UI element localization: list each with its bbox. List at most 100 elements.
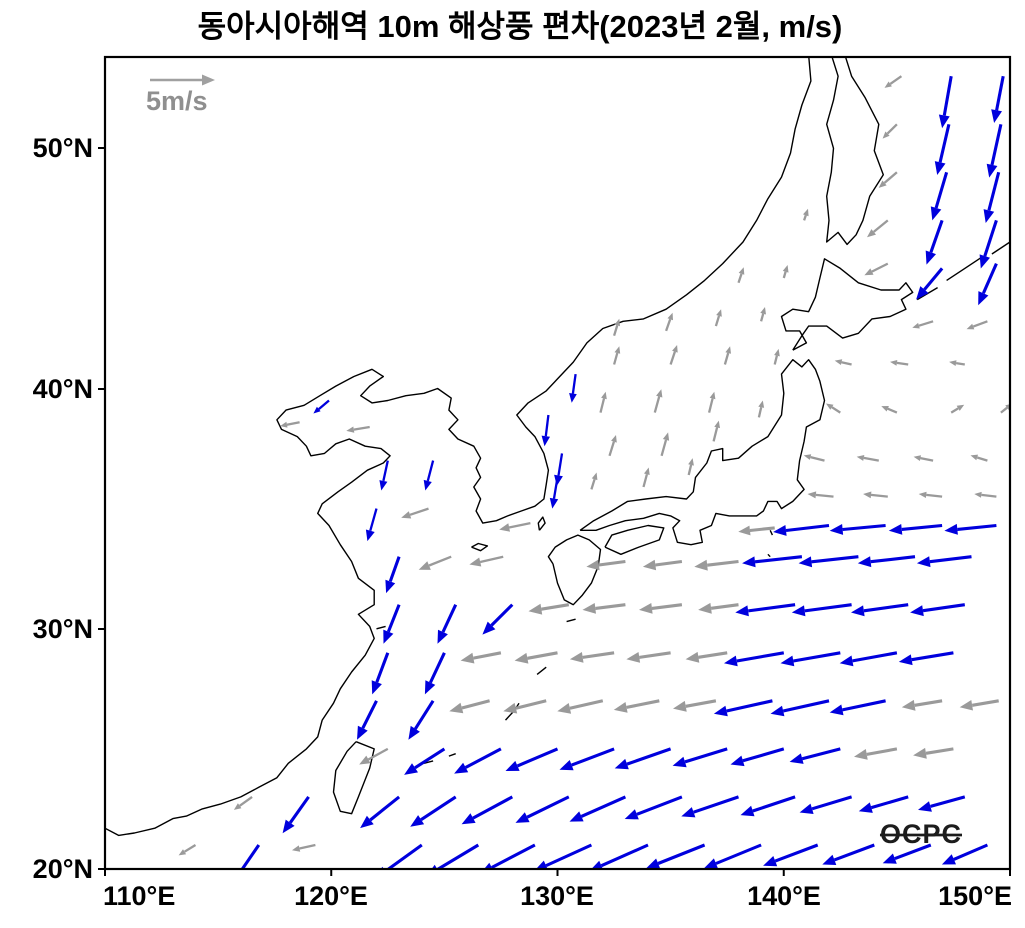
wind-vector-shaft bbox=[714, 315, 721, 327]
wind-vector-shaft bbox=[870, 795, 909, 810]
wind-vector-head bbox=[454, 762, 469, 774]
wind-vector-head bbox=[959, 700, 973, 711]
wind-vector-shaft bbox=[569, 699, 604, 710]
wind-vector-head bbox=[385, 579, 396, 594]
wind-vector-head bbox=[901, 699, 916, 711]
wind-vector-head bbox=[839, 655, 854, 667]
wind-vector-shaft bbox=[901, 523, 943, 531]
wind-vector-shaft bbox=[491, 843, 536, 869]
wind-vector-head bbox=[505, 760, 520, 771]
wind-vector-shaft bbox=[541, 603, 570, 611]
wind-vector-head bbox=[856, 455, 865, 461]
wind-vector-head bbox=[698, 602, 712, 614]
wind-vector-head bbox=[569, 811, 584, 822]
wind-vector-head bbox=[912, 322, 920, 329]
wind-vector-shaft bbox=[707, 398, 714, 413]
wind-vector-shaft bbox=[636, 795, 683, 816]
wind-vector-shaft bbox=[923, 267, 944, 291]
wind-vector-head bbox=[798, 556, 813, 568]
wind-vector-shaft bbox=[545, 843, 593, 868]
wind-vector-head bbox=[803, 208, 809, 217]
wind-vector-head bbox=[979, 254, 990, 269]
wind-vector-shaft bbox=[801, 747, 841, 761]
wind-vector-shaft bbox=[612, 325, 619, 337]
plot-border bbox=[103, 55, 1012, 871]
wind-vector-head bbox=[884, 81, 892, 88]
wind-vector-head bbox=[313, 406, 321, 414]
wind-vector-head bbox=[667, 312, 673, 321]
wind-vector-shaft bbox=[894, 843, 932, 861]
wind-vector-shaft bbox=[490, 603, 514, 627]
wind-vector-shaft bbox=[737, 273, 743, 284]
wind-vector-shaft bbox=[759, 313, 765, 322]
wind-vector-head bbox=[735, 605, 749, 617]
wind-vector-shaft bbox=[479, 555, 504, 564]
wind-vector-shaft bbox=[957, 523, 997, 531]
wind-vector-head bbox=[857, 556, 872, 568]
wind-vector-head bbox=[626, 652, 641, 663]
wind-vector-shaft bbox=[922, 603, 966, 613]
wind-vector-head bbox=[851, 605, 865, 617]
wind-vector-shaft bbox=[782, 699, 830, 713]
wind-vector-head bbox=[365, 529, 375, 542]
wind-vector-shaft bbox=[712, 427, 719, 442]
wind-vector-head bbox=[782, 265, 789, 273]
wind-vector-head bbox=[986, 163, 998, 178]
coastline bbox=[579, 359, 826, 546]
wind-vector-head bbox=[685, 651, 700, 663]
wind-vector-head bbox=[614, 318, 620, 327]
wind-vector-shaft bbox=[693, 795, 739, 814]
wind-vector-shaft bbox=[464, 747, 502, 769]
x-tick-150E: 150°E bbox=[938, 881, 1012, 911]
wind-vector-shaft bbox=[863, 603, 909, 613]
wind-vector-head bbox=[930, 206, 942, 221]
coastline bbox=[769, 530, 774, 536]
wind-vector-shaft bbox=[590, 478, 596, 490]
wind-vector-shaft bbox=[950, 407, 959, 414]
wind-vector-head bbox=[716, 309, 722, 317]
wind-vector-shaft bbox=[441, 604, 458, 633]
wind-vector-head bbox=[646, 858, 661, 869]
wind-vector-head bbox=[614, 346, 621, 354]
wind-vector-head bbox=[789, 753, 804, 764]
wind-vector-shaft bbox=[361, 700, 378, 729]
wind-vector-head bbox=[1005, 404, 1010, 411]
wind-vector-shaft bbox=[639, 651, 671, 659]
wind-vector-shaft bbox=[810, 455, 825, 462]
wind-vector-head bbox=[738, 267, 745, 275]
coastline bbox=[780, 258, 914, 351]
wind-vector-shaft bbox=[698, 651, 728, 659]
wind-vector-shaft bbox=[571, 747, 615, 767]
wind-vector-head bbox=[554, 474, 563, 486]
wind-vector-shaft bbox=[544, 414, 550, 437]
wind-vector-head bbox=[918, 801, 932, 812]
wind-vector-shaft bbox=[870, 493, 888, 498]
wind-vector-head bbox=[774, 348, 780, 357]
coastline bbox=[537, 516, 546, 531]
wind-vector-shaft bbox=[557, 453, 564, 476]
wind-vector-shaft bbox=[473, 651, 502, 660]
wind-vector-shaft bbox=[866, 747, 898, 756]
wind-vector-shaft bbox=[369, 795, 401, 822]
coastline bbox=[566, 618, 576, 623]
wind-vector-head bbox=[991, 109, 1002, 123]
wind-vector-head bbox=[383, 629, 394, 644]
wind-vector-shaft bbox=[515, 699, 547, 710]
wind-vector-shaft bbox=[428, 652, 446, 684]
wind-vector-head bbox=[360, 815, 374, 829]
wind-vector-shaft bbox=[385, 843, 423, 869]
wind-vector-head bbox=[882, 131, 890, 139]
wind-vector-head bbox=[357, 725, 368, 740]
wind-vector-shaft bbox=[318, 399, 330, 410]
wind-vector-head bbox=[541, 435, 550, 447]
wind-vector-head bbox=[864, 268, 874, 276]
reference-vector-label: 5m/s bbox=[146, 86, 208, 116]
wind-vector-shaft bbox=[600, 843, 649, 868]
wind-vector-shaft bbox=[414, 747, 446, 770]
wind-vector-head bbox=[431, 864, 438, 869]
wind-vector-head bbox=[611, 435, 617, 443]
wind-vector-shaft bbox=[526, 795, 570, 819]
wind-vector-shaft bbox=[782, 271, 787, 279]
wind-vector-shaft bbox=[983, 219, 998, 257]
wind-vector-shaft bbox=[842, 523, 886, 532]
